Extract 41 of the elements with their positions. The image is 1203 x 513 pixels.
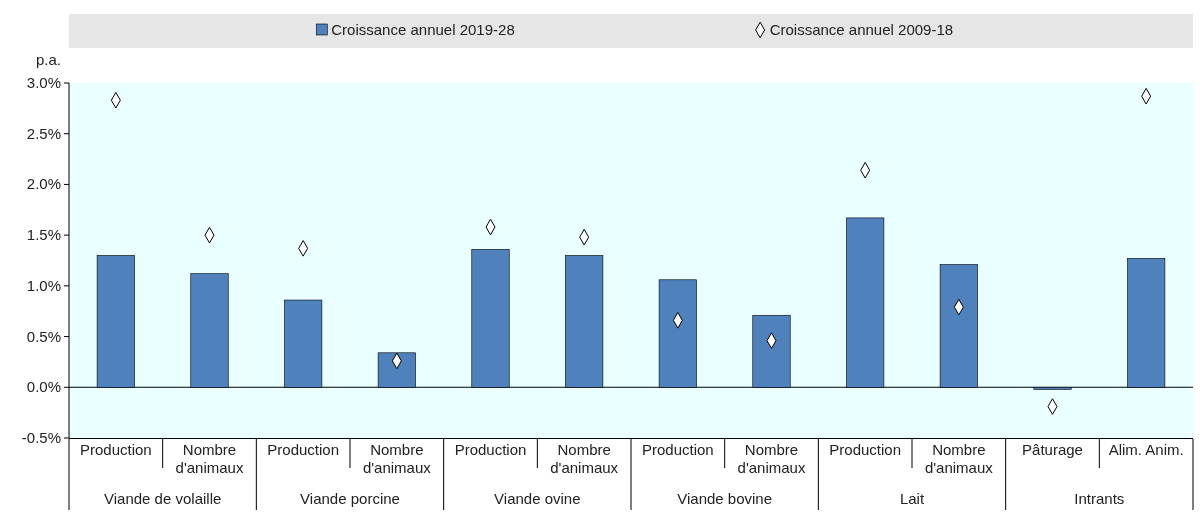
- bar: [939, 264, 978, 388]
- x-tick-label: Nombre d'animaux: [924, 441, 994, 476]
- bar: [284, 299, 323, 388]
- text: Viande porcine: [300, 490, 400, 507]
- bar: [658, 279, 697, 388]
- bar: [846, 217, 885, 388]
- x-tick-label: Production: [454, 441, 527, 458]
- bar: [565, 255, 604, 388]
- bar: [1127, 258, 1166, 388]
- x-tick-label: Nombre d'animaux: [550, 441, 619, 476]
- x-tick-label: Nombre d'animaux: [175, 441, 244, 476]
- y-tick-label: 2.5%: [26, 124, 61, 142]
- y-tick-label: 2.0%: [26, 175, 61, 193]
- y-tick-label: 3.0%: [26, 74, 61, 91]
- y-tick-label: 1.5%: [26, 226, 61, 244]
- bar: [1033, 386, 1072, 390]
- y-tick-label: 1.0%: [26, 276, 61, 294]
- x-tick-label: Production: [829, 441, 902, 458]
- text: Viande de volaille: [104, 490, 222, 507]
- y-tick-label: 0.5%: [26, 327, 61, 345]
- x-tick-label: Nombre d'animaux: [362, 441, 432, 476]
- x-tick-label: Pâturage: [1022, 441, 1083, 458]
- y-axis-title: p.a.: [35, 51, 61, 68]
- y-tick-label: -0.5%: [21, 429, 61, 446]
- bar: [752, 314, 791, 388]
- x-tick-label: Production: [79, 441, 152, 458]
- x-tick-label: Production: [267, 441, 340, 458]
- text: Lait: [899, 490, 925, 507]
- bar: [96, 255, 135, 388]
- x-tick-label: Production: [641, 441, 714, 458]
- bar: [377, 352, 416, 388]
- text: Viande ovine: [494, 490, 581, 507]
- bar: [190, 273, 229, 388]
- y-tick-label: 0.0%: [26, 378, 61, 396]
- bar: [471, 249, 510, 388]
- x-tick-label: Alim. Anim.: [1108, 441, 1184, 458]
- text: Intrants: [1074, 490, 1125, 507]
- text: Viande bovine: [677, 490, 773, 507]
- legend-label: Croissance annuel 2019-28: [331, 21, 515, 38]
- x-tick-label: Nombre d'animaux: [737, 441, 806, 476]
- legend-label: Croissance annuel 2009-18: [769, 21, 954, 38]
